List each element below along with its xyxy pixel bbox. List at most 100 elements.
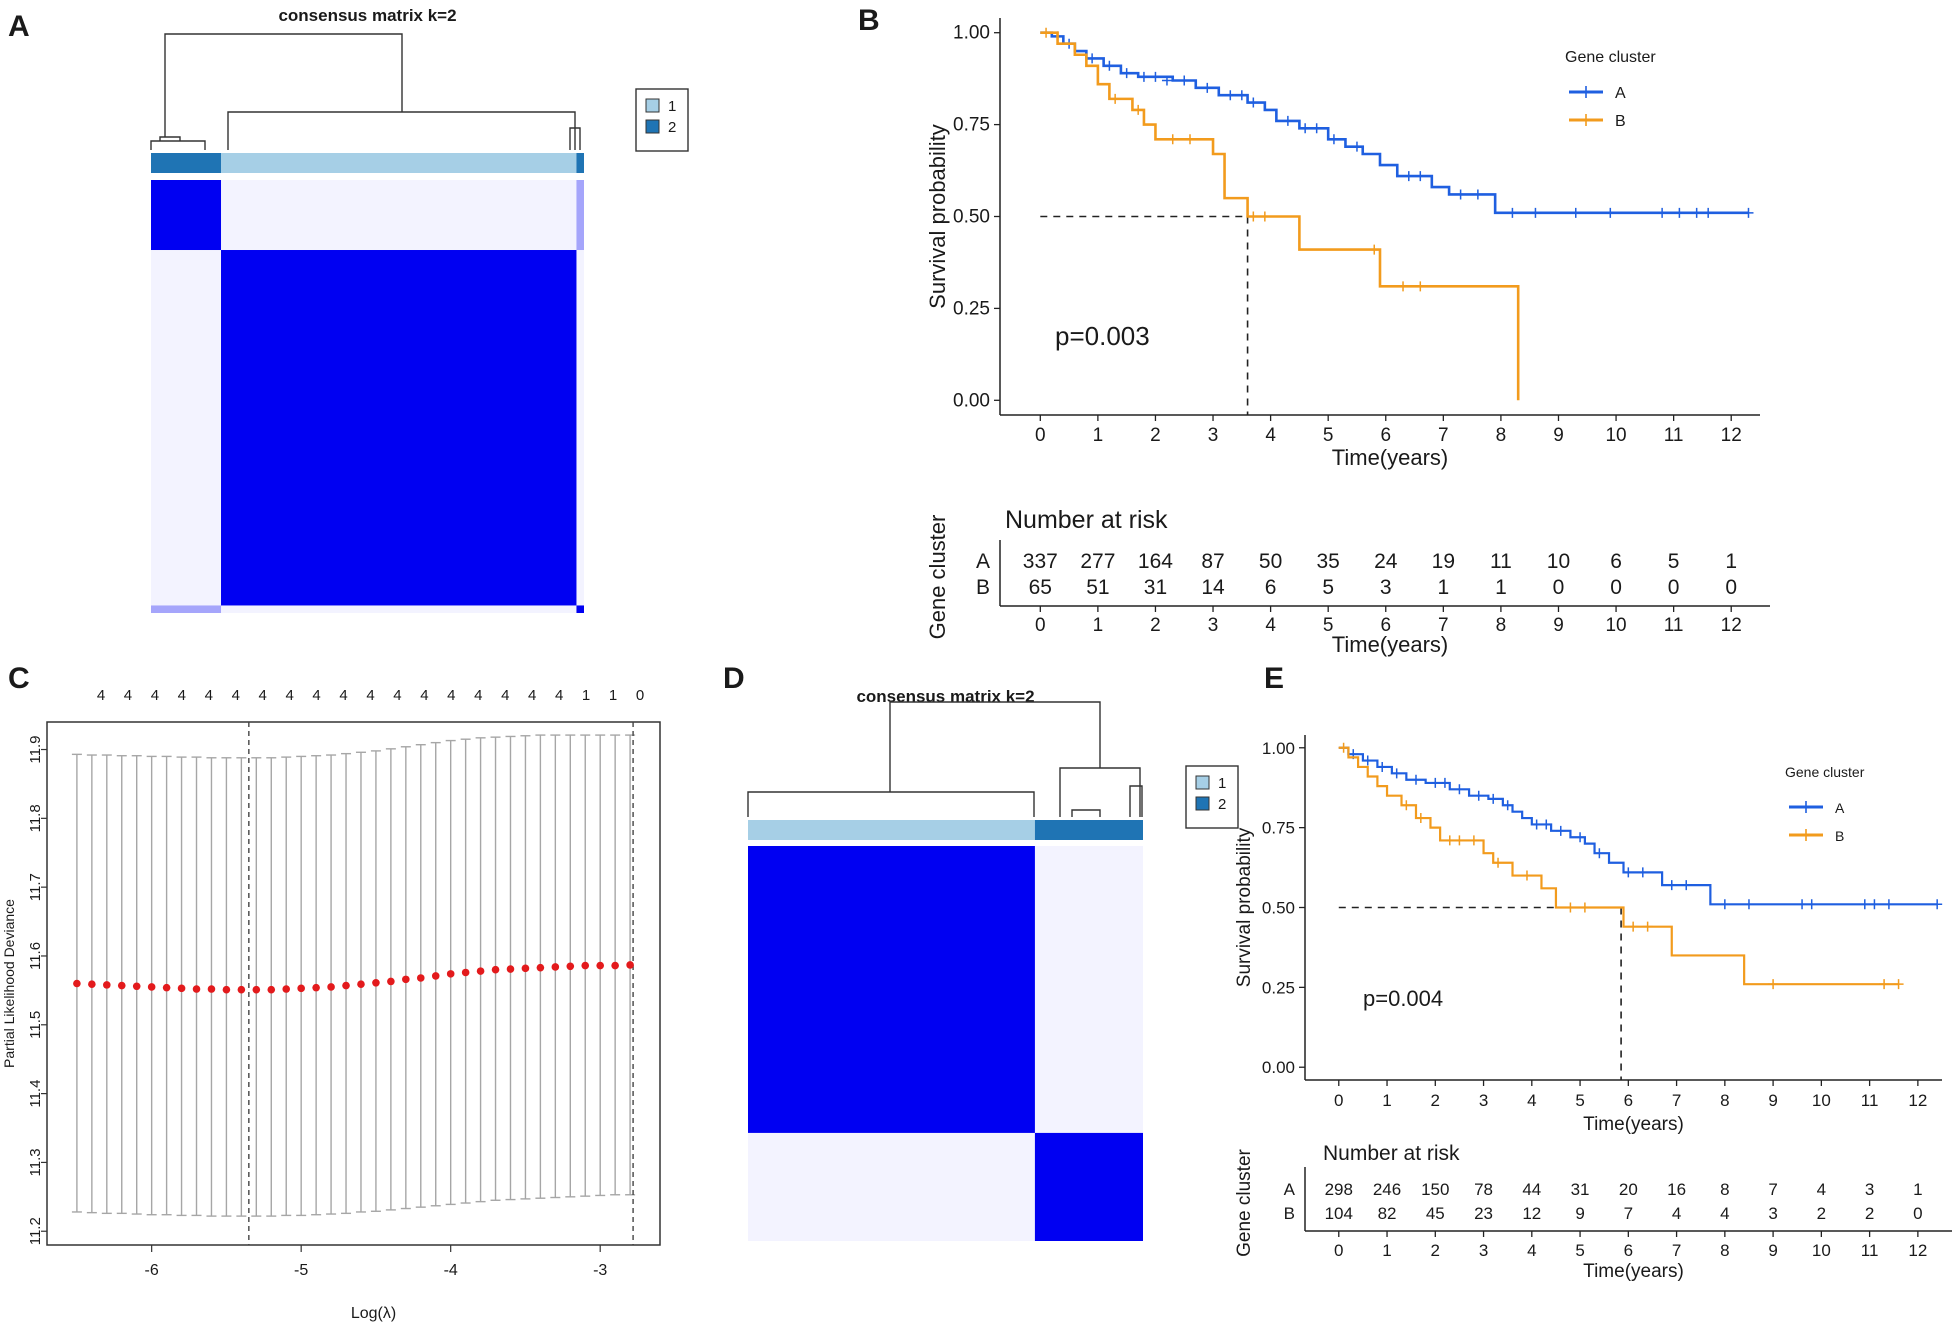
top-coefficient-count: 4	[420, 687, 428, 704]
censor-mark-a	[1594, 848, 1605, 859]
top-coefficient-count: 4	[501, 687, 509, 704]
censor-mark-a	[1681, 880, 1692, 891]
risk-x-tick-label: 6	[1624, 1241, 1633, 1260]
risk-count: 0	[1725, 576, 1737, 599]
deviance-point	[626, 961, 634, 969]
censor-mark-a	[1691, 207, 1702, 218]
risk-count: 8	[1720, 1180, 1729, 1199]
deviance-point	[297, 984, 305, 993]
top-coefficient-count: 4	[205, 687, 213, 704]
heatmap-legend-swatch	[1195, 796, 1210, 811]
consensus-block	[576, 180, 584, 251]
heatmap-legend-label: 1	[668, 98, 676, 115]
heatmap-title: consensus matrix k=2	[856, 687, 1034, 706]
risk-x-tick-label: 11	[1861, 1241, 1879, 1260]
risk-count: 1	[1495, 576, 1507, 599]
censor-mark-b	[1398, 281, 1409, 292]
censor-mark-b	[1454, 835, 1465, 846]
risk-x-axis-title: Time(years)	[1332, 632, 1449, 657]
risk-x-tick-label: 1	[1382, 1241, 1391, 1260]
y-tick-label: 0.75	[1262, 819, 1295, 838]
risk-count: 2	[1817, 1204, 1826, 1223]
risk-x-tick-label: 9	[1768, 1241, 1777, 1260]
x-tick-label: 0	[1334, 1091, 1343, 1110]
survival-curve-b	[1338, 746, 1899, 986]
censor-mark-a	[1410, 774, 1421, 785]
deviance-point	[103, 981, 111, 989]
risk-count: 4	[1672, 1204, 1681, 1223]
censor-mark-a	[1362, 755, 1373, 766]
censor-mark-b	[1444, 835, 1455, 846]
risk-count: 337	[1023, 550, 1058, 573]
risk-count: 1	[1437, 576, 1449, 599]
deviance-point	[476, 967, 485, 975]
censor-mark-b	[1167, 134, 1178, 145]
censor-mark-a	[1637, 867, 1648, 878]
deviance-point	[282, 985, 291, 993]
top-coefficient-count: 4	[447, 687, 455, 704]
censor-mark-b	[1521, 870, 1532, 881]
risk-count: 44	[1522, 1180, 1541, 1199]
x-tick-label: 11	[1664, 425, 1684, 446]
y-tick-label: 11.7	[27, 873, 44, 901]
x-tick-label: 7	[1672, 1091, 1681, 1110]
censor-mark-a	[1932, 899, 1943, 910]
risk-table-title: Number at risk	[1323, 1142, 1460, 1165]
top-coefficient-count: 1	[582, 687, 590, 704]
legend-title: Gene cluster	[1565, 49, 1656, 66]
risk-x-tick-label: 5	[1575, 1241, 1584, 1260]
censor-mark-b	[1468, 835, 1479, 846]
deviance-point	[581, 961, 590, 970]
heatmap-title: consensus matrix k=2	[278, 6, 456, 25]
risk-row-label-b: B	[976, 576, 990, 599]
risk-count: 24	[1374, 550, 1398, 573]
risk-x-tick-label: 8	[1496, 615, 1507, 636]
censor-mark-a	[1225, 90, 1236, 101]
censor-mark-a	[1179, 75, 1190, 86]
deviance-point	[132, 982, 141, 991]
x-tick-label: 11	[1861, 1091, 1879, 1110]
censor-mark-a	[1439, 777, 1450, 788]
risk-count: 277	[1080, 550, 1115, 573]
risk-count: 51	[1086, 576, 1109, 599]
x-tick-label: 8	[1496, 425, 1507, 446]
x-tick-label: 6	[1380, 425, 1391, 446]
y-tick-label: 0.25	[953, 298, 990, 319]
risk-x-tick-label: 7	[1672, 1241, 1681, 1260]
x-axis-title: Time(years)	[1583, 1114, 1684, 1135]
risk-count: 16	[1667, 1180, 1686, 1199]
censor-mark-b	[1248, 211, 1259, 222]
risk-x-tick-label: 8	[1720, 1241, 1729, 1260]
y-tick-label: 11.2	[27, 1217, 44, 1245]
x-tick-label: 1	[1093, 425, 1104, 446]
risk-count: 7	[1768, 1180, 1777, 1199]
y-tick-label: 0.75	[953, 115, 990, 136]
risk-x-tick-label: 11	[1664, 615, 1684, 636]
y-axis-title: Partial Likelihood Deviance	[1, 899, 17, 1068]
deviance-point	[431, 972, 440, 980]
legend-label-a: A	[1615, 85, 1626, 102]
risk-count: 4	[1720, 1204, 1729, 1223]
x-tick-label: 2	[1431, 1091, 1440, 1110]
deviance-point	[536, 963, 545, 972]
deviance-point	[88, 980, 96, 988]
deviance-point	[446, 970, 455, 978]
x-tick-label: 9	[1768, 1091, 1777, 1110]
risk-count: 3	[1768, 1204, 1777, 1223]
risk-x-tick-label: 12	[1908, 1241, 1927, 1260]
censor-mark-b	[1338, 742, 1349, 753]
risk-count: 0	[1668, 576, 1680, 599]
y-tick-label: 1.00	[1262, 739, 1295, 758]
heatmap-legend-label: 2	[1218, 796, 1226, 813]
censor-mark-a	[1859, 899, 1870, 910]
top-coefficient-count: 4	[124, 687, 132, 704]
consensus-block	[221, 250, 577, 606]
deviance-point	[416, 974, 425, 982]
top-coefficient-count: 1	[609, 687, 617, 704]
censor-mark-a	[1328, 134, 1339, 145]
y-tick-label: 11.9	[27, 735, 44, 763]
censor-mark-a	[1623, 867, 1634, 878]
risk-count: 82	[1378, 1204, 1397, 1223]
censor-mark-a	[1531, 819, 1542, 830]
censor-mark-a	[1104, 60, 1115, 71]
